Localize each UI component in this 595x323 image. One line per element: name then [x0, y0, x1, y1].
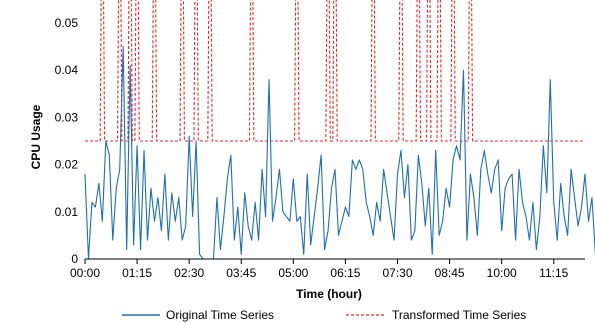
legend-item-original: Original Time Series — [122, 308, 274, 322]
x-tick-label: 00:00 — [70, 266, 100, 280]
x-axis-ticks: 00:00 01:15 02:30 03:45 05:00 06:15 07:30 08:45… — [70, 259, 569, 280]
y-tick-label: 0.01 — [55, 205, 79, 219]
legend-label-transformed: Transformed Time Series — [392, 308, 526, 322]
x-tick-label: 03:45 — [226, 266, 256, 280]
legend-label-original: Original Time Series — [166, 308, 274, 322]
x-tick-label: 05:00 — [278, 266, 308, 280]
y-tick-label: 0.05 — [55, 16, 79, 30]
plot-area — [84, 0, 595, 260]
y-tick-label: 0.04 — [55, 63, 79, 77]
y-axis-title: CPU Usage — [29, 104, 43, 169]
series-line-original — [84, 46, 595, 260]
x-tick-label: 08:45 — [435, 266, 465, 280]
x-tick-label: 02:30 — [174, 266, 204, 280]
y-tick-label: 0 — [71, 252, 78, 266]
legend: Original Time Series Transformed Time Se… — [122, 308, 526, 322]
x-tick-label: 07:30 — [382, 266, 412, 280]
legend-item-transformed: Transformed Time Series — [346, 308, 526, 322]
series-line-transformed — [85, 0, 585, 142]
y-tick-label: 0.02 — [55, 158, 79, 172]
x-tick-label: 11:15 — [539, 266, 568, 280]
x-tick-label: 06:15 — [330, 266, 360, 280]
x-tick-label: 01:15 — [122, 266, 152, 280]
y-axis-ticks: 0 0.01 0.02 0.03 0.04 0.05 — [55, 16, 79, 266]
x-tick-label: 10:00 — [487, 266, 517, 280]
x-axis-title: Time (hour) — [296, 287, 362, 301]
y-tick-label: 0.03 — [55, 110, 79, 124]
